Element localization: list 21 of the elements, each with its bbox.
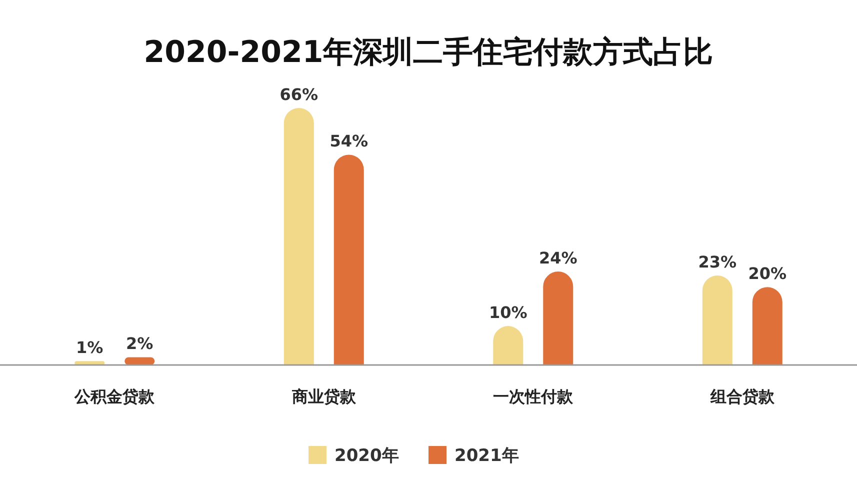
x-tick-label: 组合贷款 [709, 387, 776, 406]
x-tick-label: 一次性付款 [493, 387, 574, 406]
data-label: 1% [76, 338, 104, 358]
bar [334, 154, 364, 365]
bar [702, 275, 732, 365]
data-label: 54% [330, 132, 368, 151]
data-label: 66% [280, 85, 318, 104]
data-label: 23% [698, 252, 737, 272]
x-tick-label: 商业贷款 [290, 387, 357, 406]
data-label: 10% [488, 303, 528, 322]
legend-label: 2021年 [454, 446, 519, 466]
data-label: 24% [538, 248, 578, 268]
legend-label: 2020年 [334, 446, 399, 466]
bar [284, 108, 314, 365]
bar [543, 272, 574, 365]
x-tick-label: 公积金贷款 [74, 387, 156, 406]
bar [124, 357, 155, 365]
bar [752, 287, 782, 365]
data-label: 2% [126, 334, 154, 354]
chart-title: 2020-2021年深圳二手住宅付款方式占比 [144, 35, 714, 70]
data-label: 20% [748, 264, 787, 284]
